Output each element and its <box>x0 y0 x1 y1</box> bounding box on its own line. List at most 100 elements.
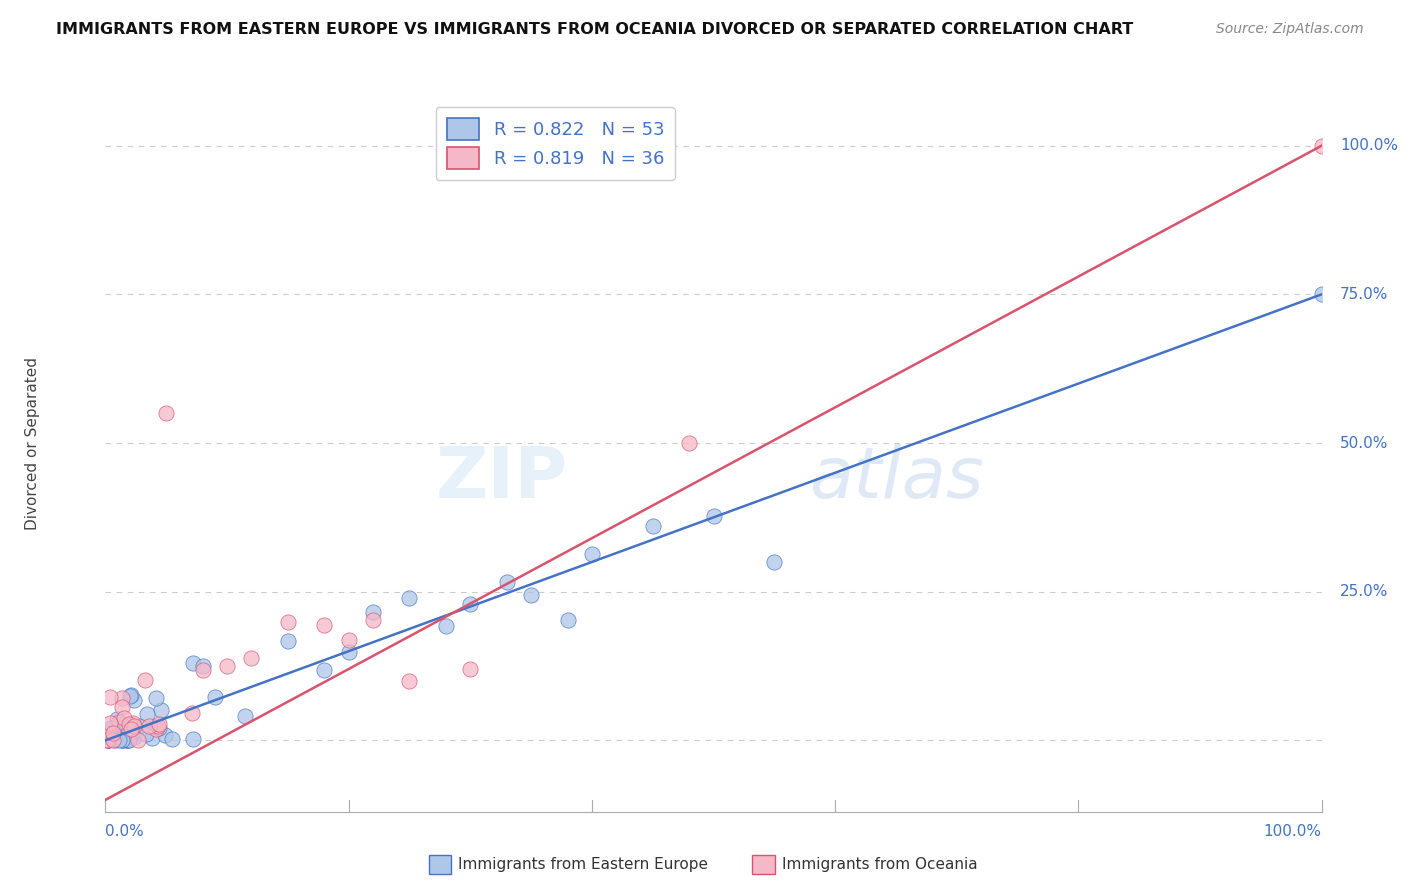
Point <box>118 733 141 747</box>
Point <box>181 656 204 670</box>
Point <box>100 721 122 735</box>
Text: ZIP: ZIP <box>436 444 568 513</box>
Point <box>361 613 384 627</box>
Point <box>120 728 142 742</box>
Point <box>124 730 146 744</box>
Text: 100.0%: 100.0% <box>1340 138 1398 153</box>
Point <box>108 715 131 730</box>
Point <box>136 706 159 721</box>
Point <box>96 728 118 742</box>
Point <box>678 436 700 450</box>
Point <box>118 717 141 731</box>
Text: atlas: atlas <box>808 444 983 513</box>
Point <box>97 733 120 747</box>
Point <box>94 726 117 740</box>
Point <box>495 574 517 589</box>
Point <box>120 723 142 737</box>
Point <box>520 588 543 602</box>
Point <box>233 709 256 723</box>
Point <box>361 605 384 619</box>
Point <box>181 706 204 721</box>
Point <box>104 732 127 747</box>
Text: Divorced or Separated: Divorced or Separated <box>25 357 39 530</box>
Point <box>111 733 134 747</box>
Point <box>117 733 139 747</box>
Point <box>398 673 420 688</box>
Point <box>702 509 725 524</box>
Point <box>191 659 214 673</box>
Point <box>763 555 786 569</box>
Point <box>112 711 135 725</box>
Point <box>581 547 603 561</box>
Point <box>337 645 360 659</box>
Point <box>191 663 214 677</box>
Point <box>120 688 142 702</box>
Text: 25.0%: 25.0% <box>1340 584 1388 599</box>
Point <box>155 406 177 420</box>
Text: 50.0%: 50.0% <box>1340 435 1388 450</box>
Point <box>337 632 360 647</box>
Point <box>204 690 226 704</box>
Point <box>111 700 134 714</box>
Point <box>240 651 263 665</box>
Point <box>121 726 143 740</box>
Text: Immigrants from Eastern Europe: Immigrants from Eastern Europe <box>458 857 709 871</box>
Point <box>115 733 138 747</box>
Text: Immigrants from Oceania: Immigrants from Oceania <box>782 857 977 871</box>
Point <box>398 591 420 605</box>
Point <box>149 703 172 717</box>
Point <box>181 732 204 747</box>
Point <box>146 719 169 733</box>
Point <box>557 613 579 627</box>
Point <box>111 733 134 747</box>
Point <box>97 733 120 747</box>
Point <box>122 719 145 733</box>
Point <box>141 731 163 745</box>
Point <box>145 722 167 736</box>
Text: IMMIGRANTS FROM EASTERN EUROPE VS IMMIGRANTS FROM OCEANIA DIVORCED OR SEPARATED : IMMIGRANTS FROM EASTERN EUROPE VS IMMIGR… <box>56 22 1133 37</box>
Point <box>277 633 299 648</box>
Point <box>117 733 139 747</box>
Point <box>103 724 125 739</box>
Point <box>127 733 149 747</box>
Point <box>641 519 664 533</box>
Point <box>107 721 129 735</box>
Point <box>98 716 121 731</box>
Point <box>134 673 156 687</box>
Point <box>111 691 134 706</box>
Point <box>97 733 120 747</box>
Point <box>434 618 457 632</box>
Point <box>145 690 167 705</box>
Point <box>122 693 145 707</box>
Text: 75.0%: 75.0% <box>1340 287 1388 301</box>
Point <box>1310 138 1333 153</box>
Point <box>98 690 121 704</box>
Point <box>105 712 128 726</box>
Point <box>458 662 481 676</box>
Text: Source: ZipAtlas.com: Source: ZipAtlas.com <box>1216 22 1364 37</box>
Point <box>277 615 299 630</box>
Point <box>101 726 124 740</box>
Point <box>138 719 160 733</box>
Point <box>160 731 183 746</box>
Point <box>122 716 145 731</box>
Point <box>103 732 125 747</box>
Point <box>103 733 125 747</box>
Point <box>96 733 118 747</box>
Point <box>148 717 170 731</box>
Point <box>217 659 239 673</box>
Legend: R = 0.822   N = 53, R = 0.819   N = 36: R = 0.822 N = 53, R = 0.819 N = 36 <box>436 107 675 180</box>
Point <box>314 618 336 632</box>
Point <box>153 728 176 742</box>
Point <box>120 690 142 704</box>
Point <box>314 663 336 677</box>
Point <box>458 597 481 611</box>
Point <box>128 719 150 733</box>
Point <box>135 727 157 741</box>
Point <box>1310 287 1333 301</box>
Point <box>97 733 120 747</box>
Text: 0.0%: 0.0% <box>105 823 145 838</box>
Text: 100.0%: 100.0% <box>1264 823 1322 838</box>
Point <box>111 733 134 747</box>
Point <box>148 721 170 735</box>
